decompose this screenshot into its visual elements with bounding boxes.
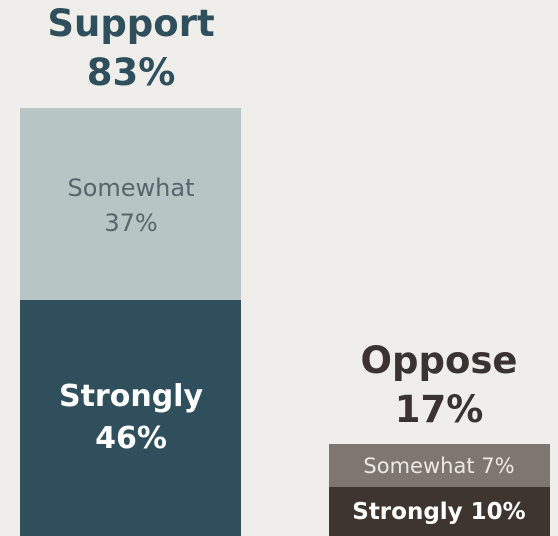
bar-support-strongly bbox=[20, 300, 241, 536]
oppose-somewhat-label: Somewhat 7% bbox=[363, 454, 514, 478]
support-strongly-label: Strongly bbox=[59, 379, 203, 414]
bar-support-somewhat bbox=[20, 108, 241, 300]
support-total: 83% bbox=[87, 51, 176, 94]
bar-oppose-somewhat bbox=[329, 444, 550, 487]
bar-oppose-strongly bbox=[329, 487, 550, 536]
support-strongly-value: 46% bbox=[95, 421, 167, 456]
support-somewhat-value: 37% bbox=[104, 209, 157, 237]
support-somewhat-label: Somewhat bbox=[67, 174, 194, 202]
oppose-total: 17% bbox=[395, 388, 484, 431]
oppose-title: Oppose bbox=[361, 339, 518, 382]
support-title: Support bbox=[47, 2, 214, 45]
oppose-strongly-label: Strongly 10% bbox=[352, 499, 525, 525]
